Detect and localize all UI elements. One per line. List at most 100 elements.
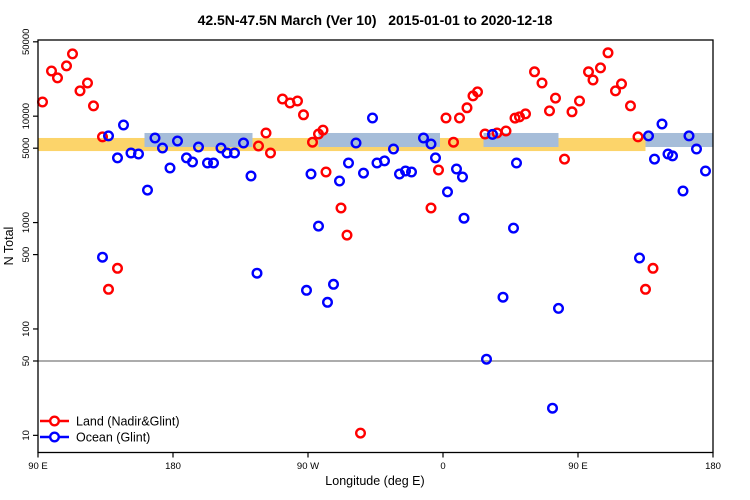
data-point <box>37 96 49 108</box>
data-point <box>186 156 198 168</box>
legend-marker-ocean <box>49 431 61 443</box>
plot-box <box>37 39 714 454</box>
data-point <box>529 66 541 78</box>
data-point <box>667 150 679 162</box>
data-point <box>602 47 614 59</box>
y-tick-label: 50 <box>21 356 32 367</box>
data-point <box>46 65 58 77</box>
series-ocean-glint <box>96 112 712 414</box>
data-point <box>550 92 562 104</box>
data-point <box>379 155 391 167</box>
data-point <box>425 138 437 150</box>
data-point <box>355 427 367 439</box>
data-point <box>461 102 473 114</box>
data-point <box>237 137 249 149</box>
data-point <box>451 163 463 175</box>
data-point <box>500 125 512 137</box>
data-point <box>508 222 520 234</box>
data-point <box>81 77 93 89</box>
data-point <box>111 262 123 274</box>
data-point <box>544 105 556 117</box>
legend-label-ocean: Ocean (Glint) <box>76 431 150 445</box>
data-point <box>350 137 362 149</box>
data-point <box>245 170 257 182</box>
data-point <box>341 229 353 241</box>
y-tick-label: 1000 <box>21 212 32 233</box>
y-tick-label: 100 <box>21 321 32 337</box>
data-point <box>625 100 637 112</box>
x-axis-label: Longitude (deg E) <box>325 474 424 488</box>
data-point <box>632 131 644 143</box>
band-blue <box>645 132 713 148</box>
band-blue <box>318 132 440 148</box>
y-tick-label: 5000 <box>21 138 32 159</box>
data-point <box>307 136 319 148</box>
data-point <box>566 106 578 118</box>
y-tick-label: 10 <box>21 430 32 441</box>
y-tick-label: 500 <box>21 247 32 263</box>
data-point <box>228 147 240 159</box>
data-point <box>481 353 493 365</box>
data-point <box>442 186 454 198</box>
data-point <box>334 175 346 187</box>
x-tick-label: 180 <box>165 461 181 472</box>
plot-bands <box>38 132 713 152</box>
series-land-nadir-glint <box>37 47 659 439</box>
data-point <box>358 167 370 179</box>
data-point <box>634 252 646 264</box>
data-point <box>252 140 264 152</box>
chart-title: 42.5N-47.5N March (Ver 10) 2015-01-01 to… <box>198 12 553 28</box>
data-point <box>454 112 466 124</box>
data-point <box>305 168 317 180</box>
data-point <box>260 127 272 139</box>
data-point <box>457 171 469 183</box>
data-point <box>313 220 325 232</box>
data-point <box>52 72 64 84</box>
data-point <box>388 143 400 155</box>
data-point <box>207 157 219 169</box>
data-point <box>156 142 168 154</box>
data-point <box>643 130 655 142</box>
data-point <box>251 267 263 279</box>
data-point <box>583 66 595 78</box>
data-point <box>425 202 437 214</box>
data-point <box>192 141 204 153</box>
data-point <box>367 112 379 124</box>
data-point <box>647 262 659 274</box>
data-point <box>102 130 114 142</box>
data-point <box>317 124 329 136</box>
data-point <box>322 296 334 308</box>
data-point <box>640 283 652 295</box>
x-tick-label: 90 E <box>28 461 48 472</box>
data-point <box>547 402 559 414</box>
y-axis-label: N Total <box>2 227 16 266</box>
data-point <box>61 60 73 72</box>
data-point <box>691 143 703 155</box>
x-tick-label: 180 <box>705 461 721 472</box>
data-point <box>343 157 355 169</box>
data-point <box>406 166 418 178</box>
band-blue <box>483 132 559 148</box>
data-point <box>298 109 310 121</box>
data-point <box>171 135 183 147</box>
legend-marker-land <box>49 415 61 427</box>
data-point <box>487 128 499 140</box>
data-point <box>87 100 99 112</box>
data-point <box>595 62 607 74</box>
data-point <box>320 166 332 178</box>
data-point <box>96 251 108 263</box>
data-point <box>587 74 599 86</box>
data-point <box>536 77 548 89</box>
data-point <box>440 112 452 124</box>
data-point <box>102 283 114 295</box>
data-point <box>511 157 523 169</box>
data-point <box>111 152 123 164</box>
data-point <box>149 132 161 144</box>
x-tick-label: 0 <box>440 461 445 472</box>
data-point <box>520 108 532 120</box>
data-point <box>700 165 712 177</box>
data-point <box>96 131 108 143</box>
legend-label-land: Land (Nadir&Glint) <box>76 415 180 429</box>
data-point <box>472 86 484 98</box>
